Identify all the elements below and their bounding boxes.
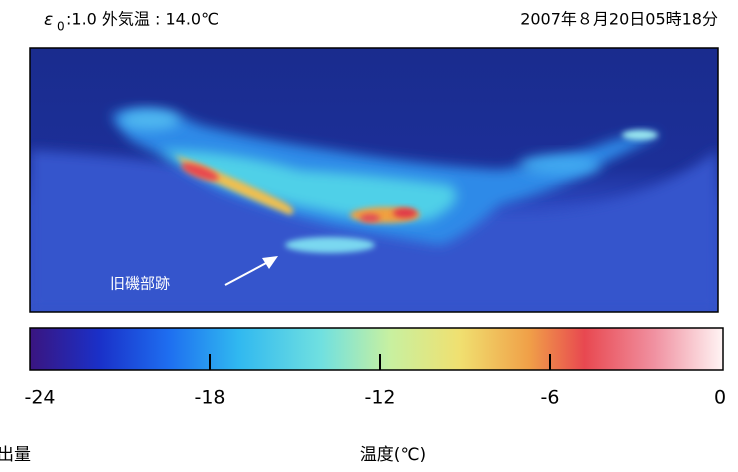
thermal-figure: ε 0 :1.0 外気温 : 14.0℃ 2007年８月20日05時18分 旧磯… — [0, 0, 738, 468]
colorbar-tick-label: 0 — [714, 387, 726, 409]
colorbar-label: 温度(℃) — [360, 445, 426, 465]
annotation: 旧磯部跡 — [110, 275, 170, 293]
colorbar-tick-label: -12 — [364, 387, 395, 409]
timestamp: 2007年８月20日05時18分 — [520, 10, 718, 29]
emissivity-subscript: 0 — [57, 20, 65, 34]
conditions: :1.0 外気温 : 14.0℃ — [66, 10, 219, 29]
thermal-image — [30, 48, 718, 312]
colorbar — [30, 328, 723, 370]
colorbar-tick-label: -24 — [24, 387, 55, 409]
colorbar-tick-label: -18 — [194, 387, 225, 409]
colorbar-tick-label: -6 — [541, 387, 560, 409]
cut-text: 出量 — [0, 445, 31, 465]
emissivity-symbol: ε — [44, 10, 53, 30]
